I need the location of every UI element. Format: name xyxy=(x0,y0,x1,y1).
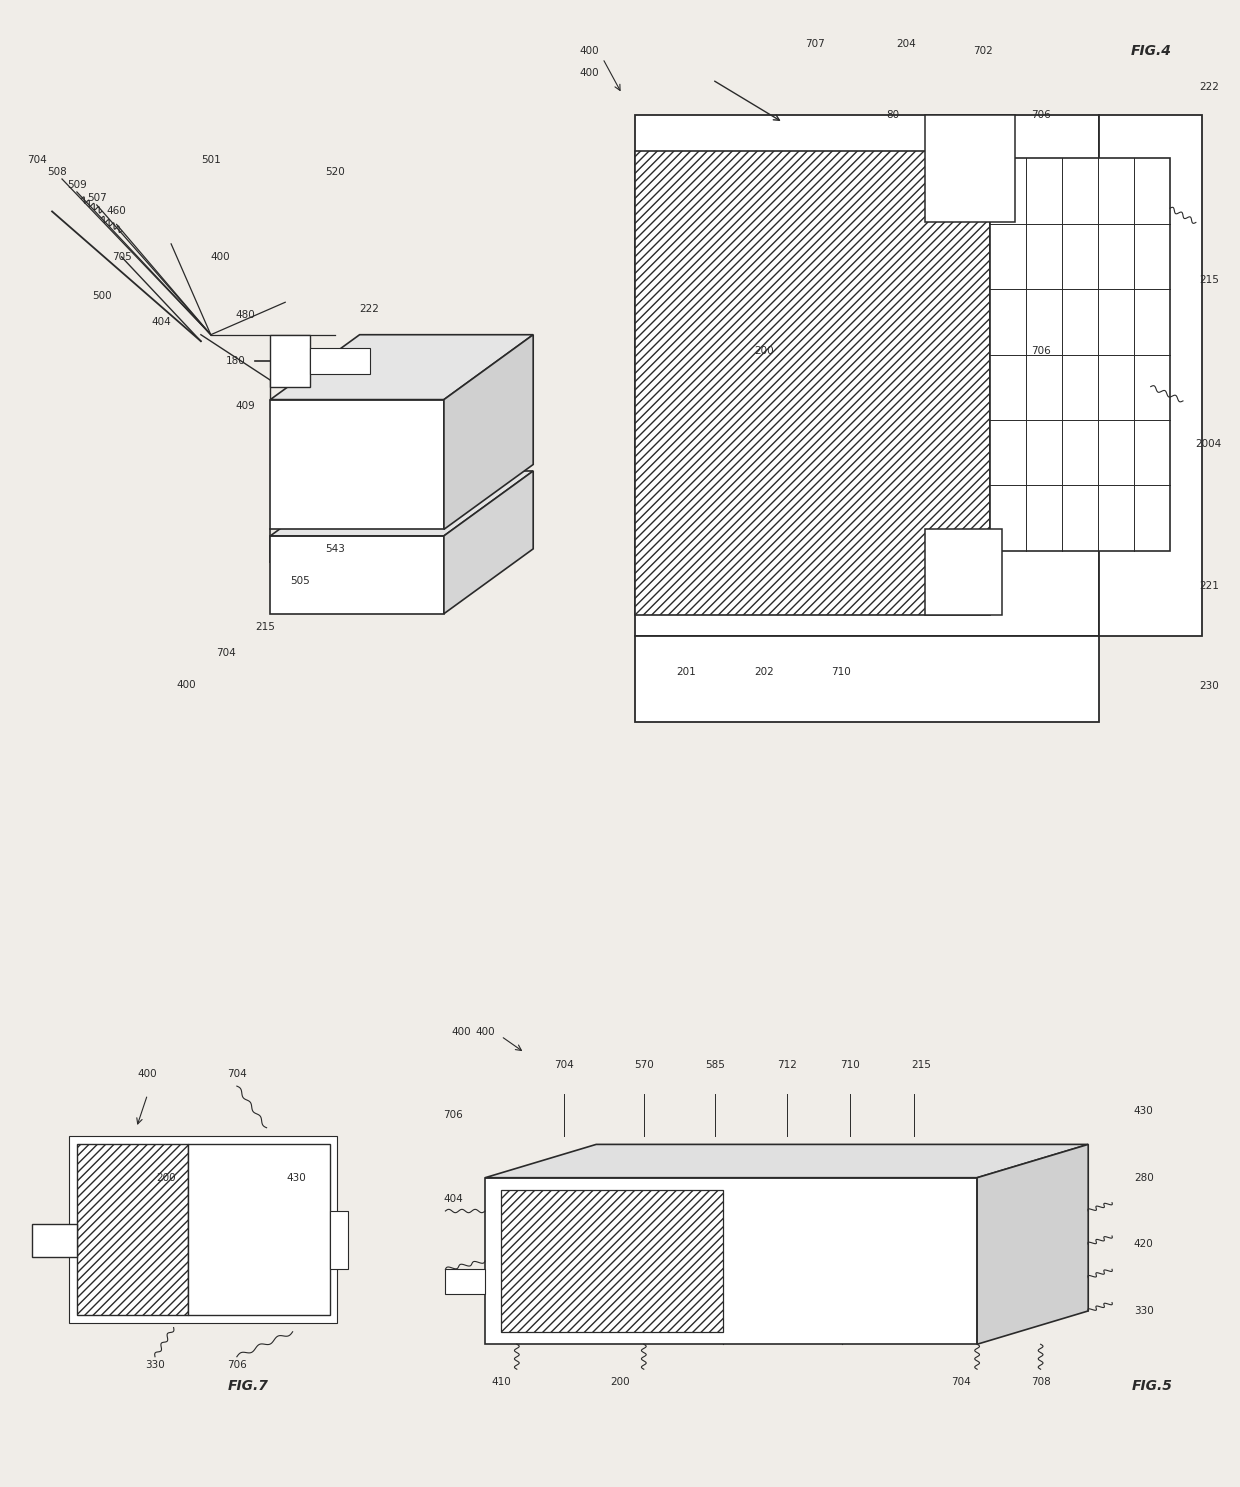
Text: 400: 400 xyxy=(211,251,231,262)
Polygon shape xyxy=(485,1145,1089,1178)
Text: 400: 400 xyxy=(176,680,196,690)
Text: 2004: 2004 xyxy=(1195,439,1221,449)
Text: 200: 200 xyxy=(754,346,774,355)
Text: 280: 280 xyxy=(1133,1173,1153,1182)
Text: 404: 404 xyxy=(444,1194,464,1203)
Polygon shape xyxy=(977,1145,1089,1344)
Text: 400: 400 xyxy=(580,67,600,77)
Text: 585: 585 xyxy=(706,1060,725,1071)
Bar xyxy=(990,158,1171,550)
Text: 500: 500 xyxy=(92,291,112,300)
Text: 708: 708 xyxy=(1030,1377,1050,1387)
Bar xyxy=(310,348,370,373)
Text: FIG.7: FIG.7 xyxy=(228,1378,268,1393)
Text: 704: 704 xyxy=(27,155,47,165)
Bar xyxy=(925,529,1002,616)
Text: 400: 400 xyxy=(475,1028,495,1036)
Text: 420: 420 xyxy=(1133,1239,1153,1249)
Text: FIG.6: FIG.6 xyxy=(355,464,394,477)
Text: 90: 90 xyxy=(931,581,945,592)
Text: 505: 505 xyxy=(290,577,310,586)
Polygon shape xyxy=(270,335,533,400)
Text: 504: 504 xyxy=(275,446,295,457)
Bar xyxy=(32,1224,77,1257)
Text: 204: 204 xyxy=(895,39,915,49)
Text: 330: 330 xyxy=(145,1361,165,1370)
Text: 706: 706 xyxy=(1032,110,1052,120)
Text: 710: 710 xyxy=(831,668,851,677)
Text: 215: 215 xyxy=(1199,275,1219,284)
Text: 706: 706 xyxy=(444,1111,464,1120)
Text: 501: 501 xyxy=(201,155,221,165)
Bar xyxy=(330,1210,348,1270)
Text: 410: 410 xyxy=(491,1377,511,1387)
Text: 705: 705 xyxy=(112,251,131,262)
Text: 704: 704 xyxy=(554,1060,574,1071)
Text: 230: 230 xyxy=(1199,681,1219,691)
Text: FIG.4: FIG.4 xyxy=(1131,45,1171,58)
Text: 543: 543 xyxy=(325,544,345,553)
Bar xyxy=(77,1145,188,1315)
Polygon shape xyxy=(270,471,533,535)
Text: 570: 570 xyxy=(634,1060,653,1071)
Text: 520: 520 xyxy=(325,168,345,177)
Text: 702: 702 xyxy=(973,46,993,57)
Text: 180: 180 xyxy=(226,355,246,366)
Bar xyxy=(635,152,990,616)
Text: 710: 710 xyxy=(841,1060,861,1071)
Text: 506: 506 xyxy=(355,342,374,352)
Text: 200: 200 xyxy=(610,1377,630,1387)
Polygon shape xyxy=(635,636,1099,723)
Text: 404: 404 xyxy=(151,317,171,327)
Text: 221: 221 xyxy=(1199,581,1219,592)
Text: 704: 704 xyxy=(216,648,236,657)
Text: 706: 706 xyxy=(227,1361,247,1370)
Text: 540: 540 xyxy=(295,492,315,503)
Text: 202: 202 xyxy=(754,668,774,677)
Bar xyxy=(485,1178,977,1344)
Text: 508: 508 xyxy=(47,168,67,177)
Bar xyxy=(501,1190,723,1332)
Text: 430: 430 xyxy=(286,1173,306,1182)
Polygon shape xyxy=(444,471,533,614)
Text: 215: 215 xyxy=(255,622,275,632)
Text: 704: 704 xyxy=(227,1069,247,1078)
Polygon shape xyxy=(270,400,444,529)
Polygon shape xyxy=(1099,116,1203,636)
Text: 460: 460 xyxy=(107,207,126,217)
Text: 507: 507 xyxy=(87,193,107,204)
Text: 400: 400 xyxy=(451,1028,471,1036)
Text: 704: 704 xyxy=(951,1377,971,1387)
Text: 530: 530 xyxy=(340,492,360,503)
Text: FIG.5: FIG.5 xyxy=(1131,1378,1172,1393)
Bar xyxy=(925,116,1016,223)
Text: 400: 400 xyxy=(580,46,600,57)
Text: 222: 222 xyxy=(360,303,379,314)
Text: 480: 480 xyxy=(236,311,255,320)
Text: 222: 222 xyxy=(1199,82,1219,92)
Polygon shape xyxy=(270,535,444,614)
Text: 215: 215 xyxy=(911,1060,931,1071)
Text: 400: 400 xyxy=(138,1069,157,1078)
Bar xyxy=(270,335,310,387)
Text: 80: 80 xyxy=(887,110,899,120)
Text: 712: 712 xyxy=(776,1060,796,1071)
Text: 706: 706 xyxy=(1032,346,1052,355)
Bar xyxy=(188,1145,330,1315)
Bar xyxy=(445,1270,485,1294)
Text: 330: 330 xyxy=(1133,1306,1153,1316)
Text: 409: 409 xyxy=(236,401,255,410)
Text: 470: 470 xyxy=(360,382,379,391)
Bar xyxy=(69,1136,337,1323)
Text: 707: 707 xyxy=(806,39,826,49)
Text: 201: 201 xyxy=(677,668,697,677)
Polygon shape xyxy=(635,116,1099,636)
Text: 509: 509 xyxy=(67,180,87,190)
Polygon shape xyxy=(444,335,533,529)
Text: 200: 200 xyxy=(156,1173,176,1182)
Text: 430: 430 xyxy=(1133,1106,1153,1117)
